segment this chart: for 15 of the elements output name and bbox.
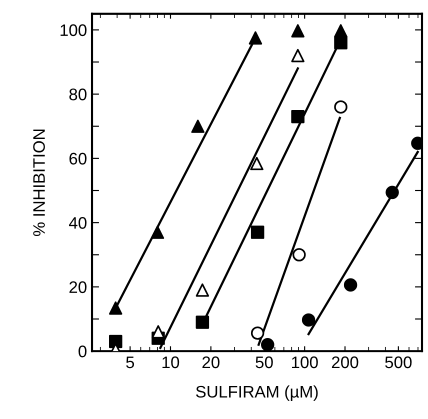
y-tick-label: 40: [69, 217, 87, 229]
x-tick-label: 50: [256, 356, 273, 368]
y-tick-label: 20: [69, 281, 87, 294]
y-tick-label: 100: [60, 24, 87, 36]
y-axis-title: % INHIBITION: [33, 130, 45, 236]
x-tick-label: 500: [385, 356, 412, 368]
y-tick-label: 60: [69, 152, 87, 165]
x-tick-label: 20: [202, 356, 220, 368]
x-tick-label: 5: [126, 356, 134, 368]
x-tick-label: 10: [162, 356, 180, 368]
x-tick-label: 100: [292, 356, 318, 368]
y-tick-label: 0: [78, 346, 87, 358]
x-axis-title: SULFIRAM (µM): [196, 385, 318, 401]
x-tick-label: 200: [332, 356, 358, 368]
y-tick-label: 80: [69, 88, 87, 100]
